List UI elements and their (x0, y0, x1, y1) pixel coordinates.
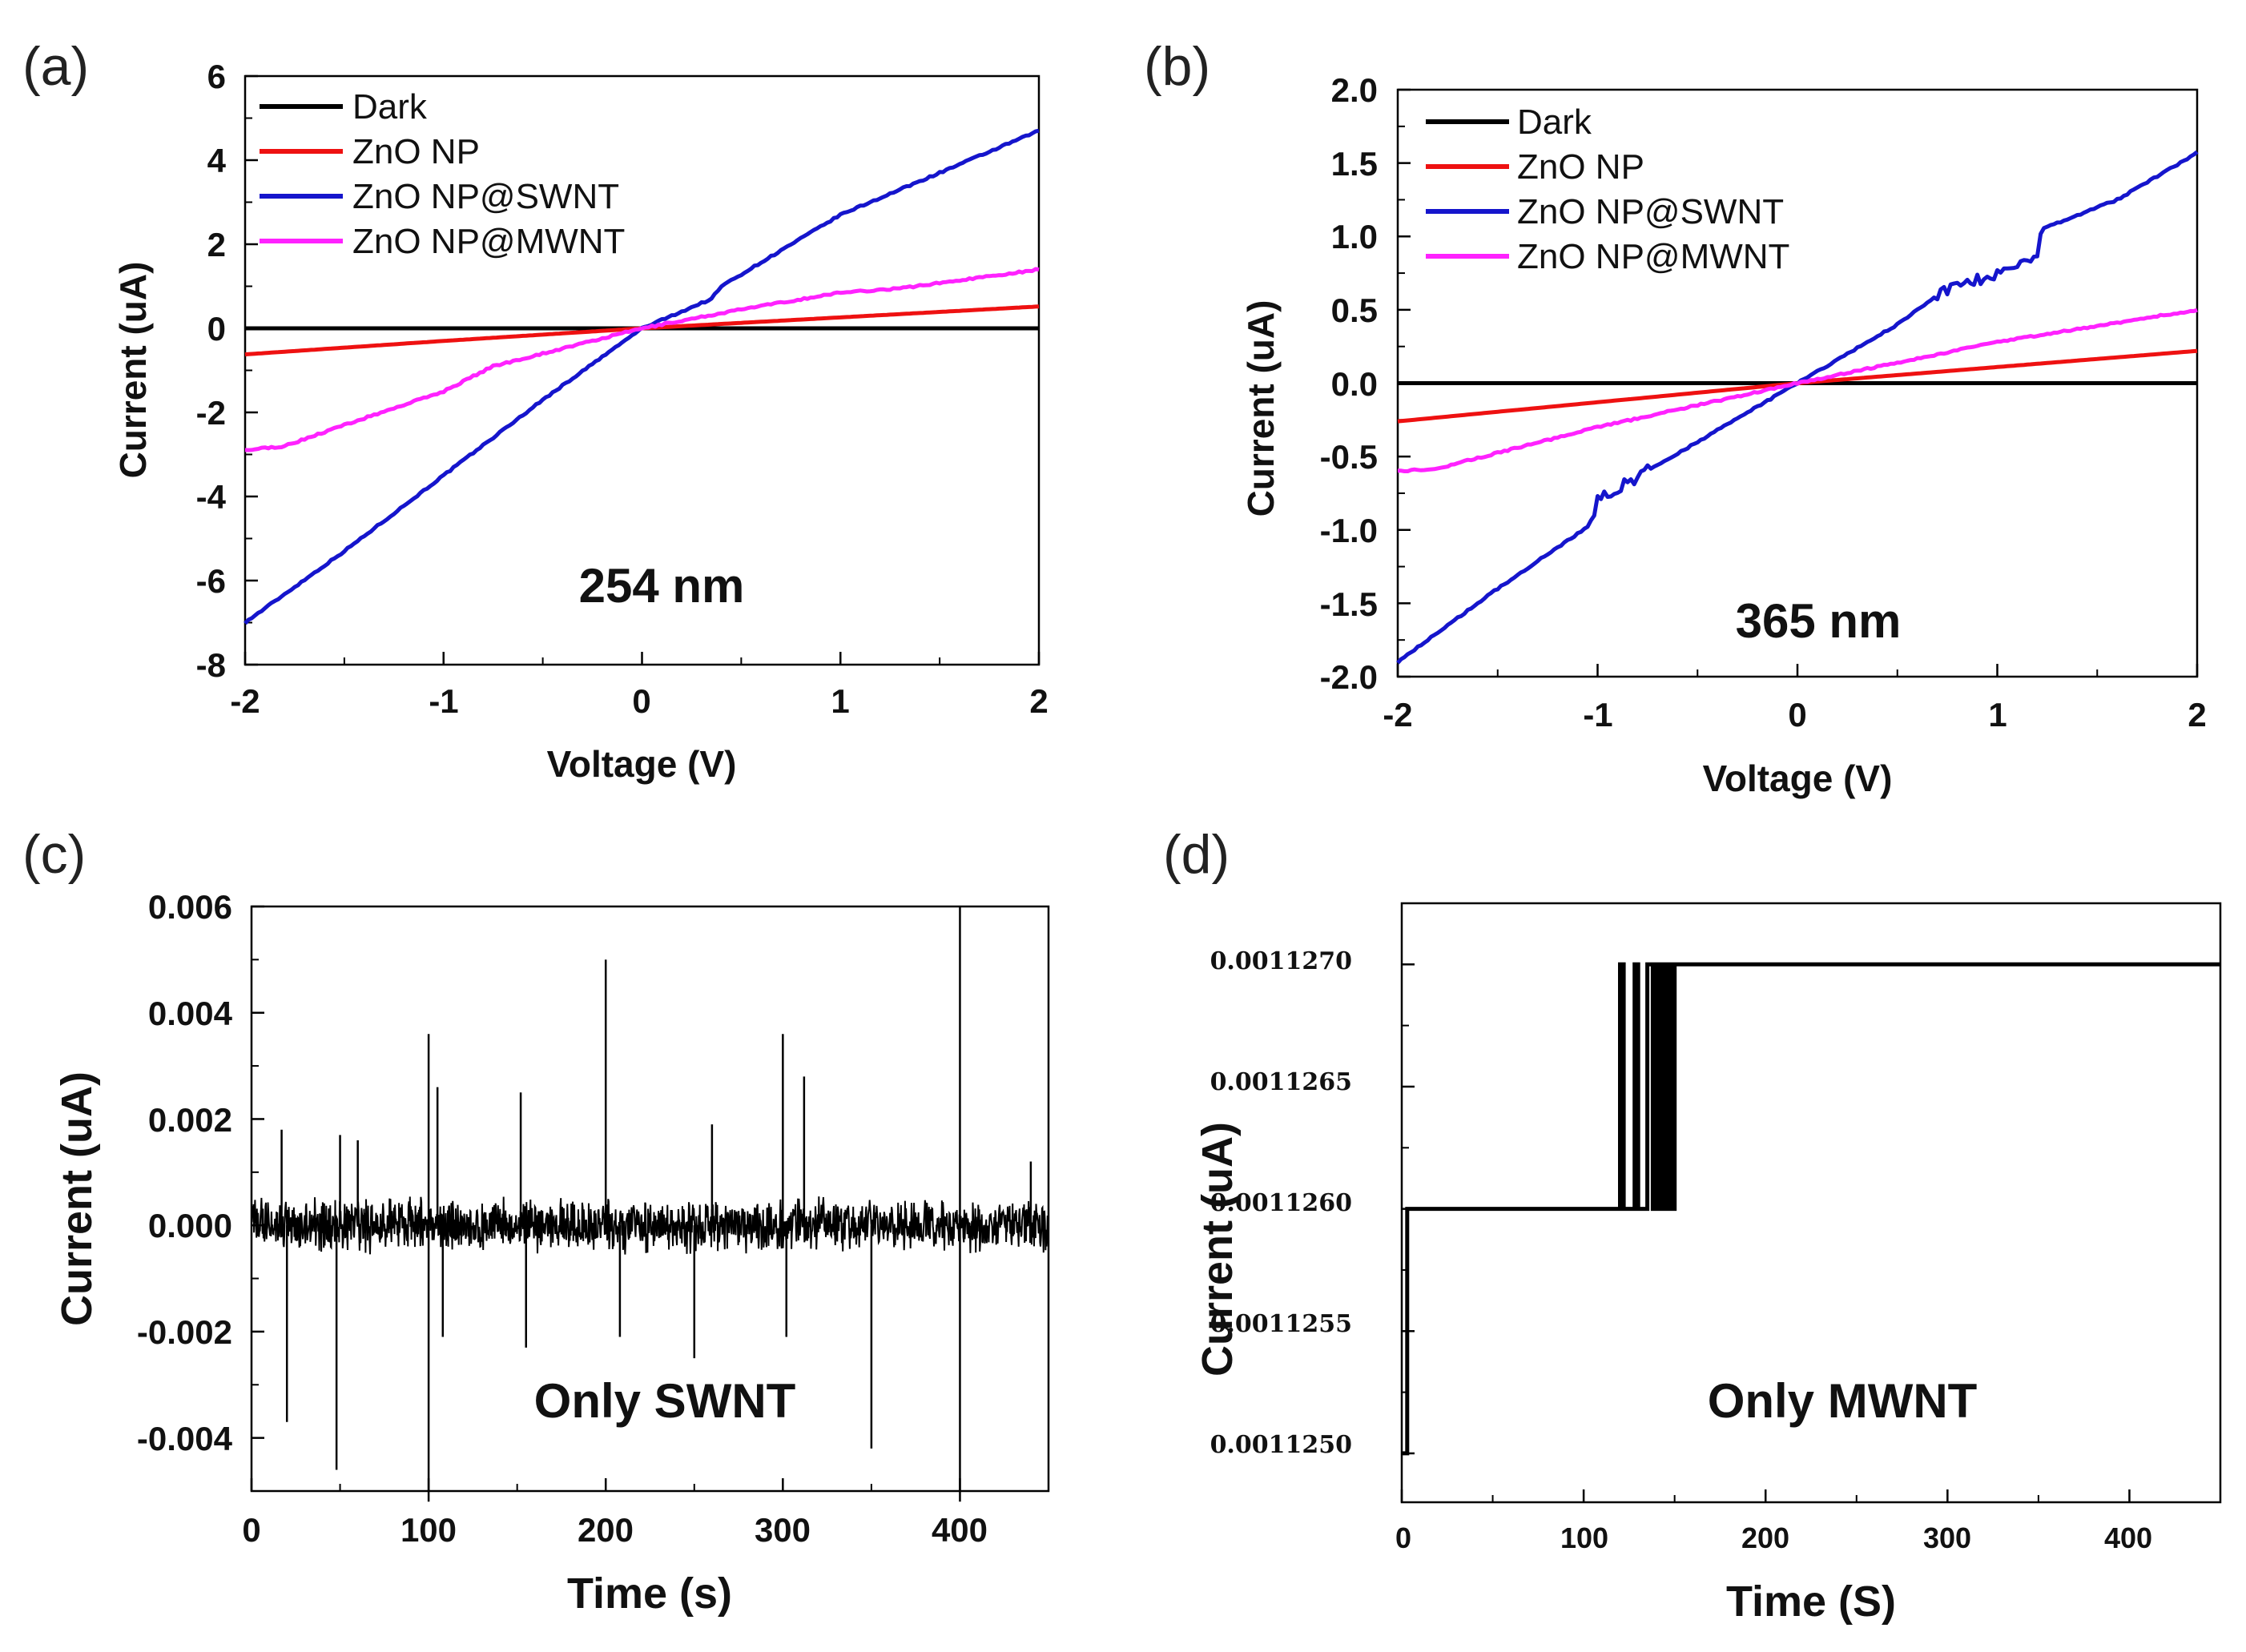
x-tick-d-0: 0 (1395, 1521, 1411, 1554)
y-tick-b-4: 0.0 (1331, 365, 1378, 403)
y-tick-a-1: 4 (207, 142, 227, 179)
x-tick-a-3: 1 (831, 682, 849, 720)
y-tick-d-1: 0.0011265 (1210, 1068, 1352, 1096)
series-line-b-zno-np-mwnt (1398, 307, 2198, 473)
legend-a: Dark ZnO NP ZnO NP@SWNT ZnO NP@MWNT (260, 87, 625, 261)
x-tick-c-2: 200 (578, 1511, 634, 1549)
y-tick-b-8: -2.0 (1320, 658, 1378, 696)
y-tick-b-6: -1.0 (1320, 512, 1378, 549)
y-tick-a-3: 0 (207, 310, 226, 348)
series-layer-b (1396, 150, 2199, 665)
series-layer-c (251, 906, 1049, 1502)
plot-frame-c (250, 905, 1050, 1493)
x-axis-label-a: Voltage (V) (547, 743, 737, 785)
y-tick-c-1: 0.004 (148, 995, 233, 1032)
x-tick-b-3: 1 (1988, 696, 2007, 734)
y-axis-label-b: Current (uA) (1240, 300, 1282, 517)
annotation-d: Only MWNT (1708, 1374, 1978, 1428)
y-tick-a-6: -6 (196, 562, 226, 600)
y-tick-c-4: -0.002 (137, 1313, 232, 1351)
x-tick-c-0: 0 (242, 1511, 260, 1549)
ticks-b (1396, 88, 2199, 678)
x-tick-b-0: -2 (1383, 696, 1412, 734)
y-tick-c-5: -0.004 (137, 1420, 233, 1457)
y-tick-d-3: 0.0011255 (1210, 1310, 1352, 1338)
y-axis-label-d: Current (uA) (1193, 1122, 1242, 1377)
series-line-a-zno-np-mwnt (244, 267, 1040, 452)
y-tick-b-1: 1.5 (1331, 145, 1378, 183)
y-tick-a-7: -8 (196, 646, 226, 684)
panel-c: (c) 0 100 200 300 400 0.006 0.004 0.002 … (22, 824, 1050, 1618)
x-tick-d-3: 300 (1923, 1521, 1971, 1554)
y-tick-a-4: -2 (196, 394, 226, 432)
y-tick-c-2: 0.002 (148, 1101, 232, 1139)
y-tick-a-0: 6 (207, 58, 226, 95)
x-tick-c-3: 300 (755, 1511, 811, 1549)
y-tick-d-4: 0.0011250 (1210, 1431, 1352, 1459)
x-tick-c-1: 100 (400, 1511, 457, 1549)
y-tick-d-2: 0.0011260 (1210, 1189, 1352, 1217)
annotation-c: Only SWNT (534, 1374, 796, 1428)
panel-label-c: (c) (22, 824, 86, 885)
legend-label-b-zno-np: ZnO NP (1517, 147, 1644, 187)
legend-label-b-dark: Dark (1517, 102, 1592, 142)
y-tick-a-5: -4 (196, 478, 227, 516)
x-tick-a-1: -1 (429, 682, 458, 720)
y-tick-b-0: 2.0 (1331, 71, 1378, 109)
x-tick-d-1: 100 (1560, 1521, 1608, 1554)
x-tick-a-2: 0 (632, 682, 650, 720)
y-tick-b-3: 0.5 (1331, 291, 1378, 329)
annotation-b: 365 nm (1736, 594, 1902, 648)
x-tick-b-4: 2 (2188, 696, 2206, 734)
x-axis-label-b: Voltage (V) (1703, 758, 1893, 799)
x-tick-d-2: 200 (1741, 1521, 1789, 1554)
y-axis-label-c: Current (uA) (53, 1071, 101, 1326)
y-axis-label-a: Current (uA) (112, 262, 154, 479)
y-tick-b-5: -0.5 (1320, 438, 1378, 476)
series-line-d-only-mwnt (1402, 962, 2220, 1456)
series-layer-d (1402, 962, 2220, 1456)
annotation-a: 254 nm (579, 559, 745, 613)
panel-a: (a) -2 -1 0 1 2 6 4 2 0 -2 -4 -6 -8 Volt… (22, 36, 1049, 785)
x-tick-b-1: -1 (1583, 696, 1612, 734)
x-tick-a-0: -2 (230, 682, 260, 720)
x-axis-label-c: Time (s) (567, 1570, 732, 1618)
series-line-c-noise (251, 1196, 1049, 1255)
x-tick-c-4: 400 (932, 1511, 988, 1549)
legend-label-b-mwnt: ZnO NP@MWNT (1517, 237, 1789, 276)
legend-label-a-zno-np: ZnO NP (352, 132, 480, 171)
panel-label-a: (a) (22, 36, 89, 97)
panel-b: (b) -2 -1 0 1 2 2.0 1.5 1.0 0.5 0.0 -0.5… (1144, 36, 2207, 799)
y-tick-b-7: -1.5 (1320, 585, 1378, 623)
series-line-b-zno-np (1397, 348, 2198, 424)
legend-label-a-dark: Dark (352, 87, 428, 127)
panel-label-d: (d) (1163, 824, 1230, 885)
panel-label-b: (b) (1144, 36, 1210, 97)
legend-label-a-mwnt: ZnO NP@MWNT (352, 222, 625, 261)
legend-b: Dark ZnO NP ZnO NP@SWNT ZnO NP@MWNT (1426, 102, 1789, 276)
y-tick-c-3: 0.000 (148, 1207, 232, 1244)
x-tick-d-4: 400 (2104, 1521, 2152, 1554)
y-tick-b-2: 1.0 (1331, 218, 1378, 255)
y-tick-c-0: 0.006 (148, 888, 232, 926)
series-layer-a (244, 128, 1040, 625)
legend-label-b-swnt: ZnO NP@SWNT (1517, 192, 1784, 231)
x-tick-b-2: 0 (1788, 696, 1806, 734)
plot-frame-d (1400, 902, 2222, 1504)
y-tick-d-0: 0.0011270 (1210, 947, 1352, 975)
panel-d: (d) 0 100 200 300 400 0.0011270 0.001126… (1163, 824, 2222, 1626)
x-tick-a-4: 2 (1029, 682, 1048, 720)
x-axis-label-d: Time (S) (1726, 1578, 1896, 1626)
y-tick-a-2: 2 (207, 226, 226, 263)
legend-label-a-swnt: ZnO NP@SWNT (352, 177, 619, 216)
